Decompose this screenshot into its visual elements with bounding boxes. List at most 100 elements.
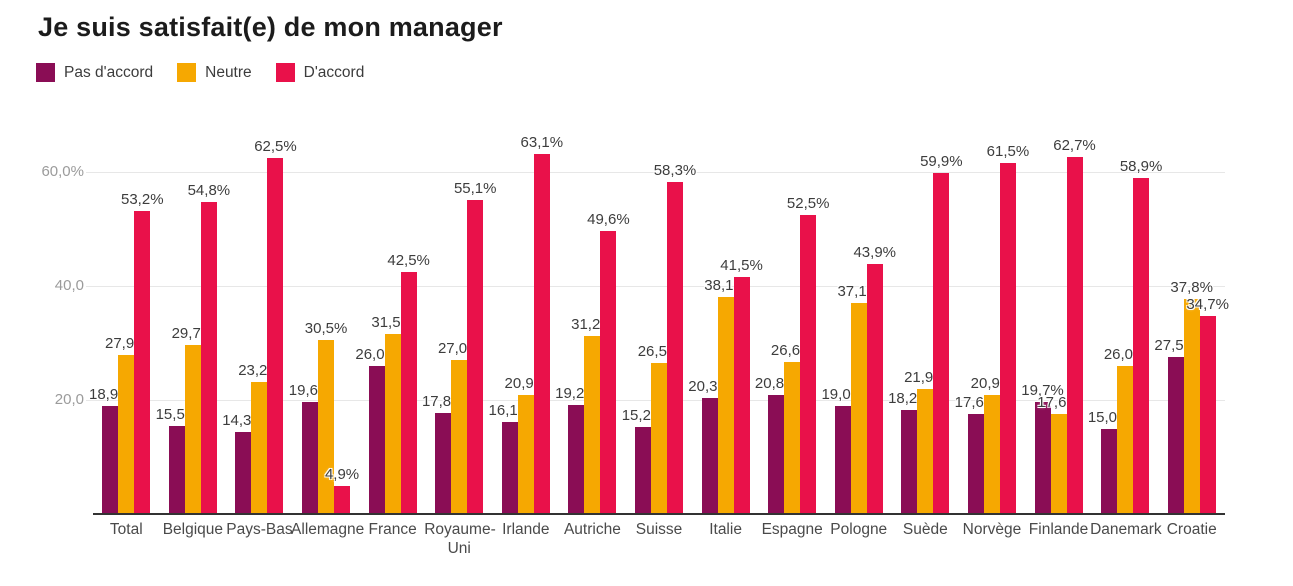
bar-neutre[interactable] bbox=[917, 389, 934, 514]
bar-d-accord[interactable] bbox=[1066, 156, 1083, 514]
legend-swatch-icon bbox=[275, 63, 295, 82]
bar-neutre[interactable] bbox=[584, 336, 601, 514]
bar-pas-d-accord[interactable] bbox=[102, 406, 119, 514]
x-axis-category-label: Pologne bbox=[830, 521, 888, 538]
x-axis-category-label: Belgique bbox=[162, 521, 224, 538]
bar-value-label: 53,2% bbox=[121, 190, 164, 208]
bar-d-accord[interactable] bbox=[267, 157, 284, 514]
legend-label: D'accord bbox=[303, 63, 365, 81]
y-axis-tick-label: 20,0 bbox=[54, 391, 84, 408]
x-axis-category-label: Espagne bbox=[761, 521, 823, 538]
bar-value-label: 62,7% bbox=[1053, 136, 1096, 154]
bar-value-label: 58,3% bbox=[653, 161, 697, 179]
bar-pas-d-accord[interactable] bbox=[1034, 401, 1051, 514]
x-axis-category-label: Allemagne bbox=[291, 521, 365, 538]
bar-neutre[interactable] bbox=[1117, 365, 1134, 514]
bar-value-label: 43,9% bbox=[853, 243, 897, 261]
x-axis-category-label: Croatie bbox=[1166, 521, 1217, 538]
bar-value-label: 63,1% bbox=[520, 134, 564, 152]
legend-swatch-icon bbox=[177, 63, 197, 82]
bar-d-accord[interactable] bbox=[733, 277, 750, 514]
bar-d-accord[interactable] bbox=[933, 172, 950, 514]
bar-d-accord[interactable] bbox=[400, 271, 417, 514]
bar-d-accord[interactable] bbox=[1199, 316, 1216, 514]
bar-pas-d-accord[interactable] bbox=[901, 410, 918, 514]
bar-pas-d-accord[interactable] bbox=[235, 432, 252, 514]
bar-value-label: 55,1% bbox=[453, 179, 497, 197]
bar-d-accord[interactable] bbox=[600, 231, 617, 514]
x-axis-category-label: Autriche bbox=[563, 521, 621, 538]
bar-neutre[interactable] bbox=[983, 394, 1000, 514]
bar-neutre[interactable] bbox=[850, 302, 867, 514]
bar-neutre[interactable] bbox=[118, 354, 135, 514]
bar-d-accord[interactable] bbox=[334, 486, 351, 514]
bar-value-label: 41,5% bbox=[720, 257, 763, 275]
bar-value-label: 37,8% bbox=[1170, 278, 1213, 296]
legend-item-0: Pas d'accord bbox=[36, 63, 153, 82]
bar-value-label: 30,5% bbox=[304, 320, 348, 338]
bar-neutre[interactable] bbox=[651, 362, 667, 514]
bar-value-label: 19,7% bbox=[1021, 381, 1064, 399]
legend-swatch-icon bbox=[36, 63, 55, 82]
x-axis-category-label: Finlande bbox=[1028, 521, 1089, 538]
bar-d-accord[interactable] bbox=[134, 210, 151, 514]
bar-d-accord[interactable] bbox=[866, 263, 883, 514]
bar-value-label: 61,5% bbox=[986, 143, 1030, 161]
bar-d-accord[interactable] bbox=[200, 201, 217, 514]
x-axis-category-label: Italie bbox=[709, 521, 742, 538]
bar-d-accord[interactable] bbox=[800, 214, 817, 514]
bar-neutre[interactable] bbox=[251, 381, 268, 514]
bar-pas-d-accord[interactable] bbox=[435, 412, 452, 514]
bar-pas-d-accord[interactable] bbox=[501, 422, 518, 514]
bar-d-accord[interactable] bbox=[1133, 178, 1150, 514]
bar-value-label: 4,9% bbox=[324, 466, 360, 484]
bar-value-label: 54,8% bbox=[187, 181, 231, 199]
bar-neutre[interactable] bbox=[717, 296, 734, 514]
bar-d-accord[interactable] bbox=[467, 199, 484, 514]
chart-title: Je suis satisfait(e) de mon manager bbox=[38, 12, 503, 42]
bar-pas-d-accord[interactable] bbox=[834, 405, 851, 514]
x-axis-category-label: Suisse bbox=[635, 521, 683, 538]
x-axis-category-label: Danemark bbox=[1090, 521, 1162, 538]
bar-d-accord[interactable] bbox=[999, 163, 1016, 514]
x-axis-category-label: France bbox=[368, 521, 417, 538]
bar-value-label: 62,5% bbox=[254, 137, 297, 155]
bar-pas-d-accord[interactable] bbox=[302, 402, 319, 514]
bar-pas-d-accord[interactable] bbox=[635, 427, 651, 514]
bar-value-label: 34,7% bbox=[1186, 296, 1229, 314]
bar-pas-d-accord[interactable] bbox=[1101, 428, 1118, 514]
bar-neutre[interactable] bbox=[184, 344, 201, 514]
bar-pas-d-accord[interactable] bbox=[967, 413, 984, 514]
bar-neutre[interactable] bbox=[1050, 413, 1067, 514]
gridline-60 bbox=[86, 172, 1225, 173]
bar-neutre[interactable] bbox=[784, 362, 801, 514]
legend-item-2: D'accord bbox=[275, 63, 365, 82]
bar-neutre[interactable] bbox=[384, 334, 401, 514]
bar-d-accord[interactable] bbox=[667, 181, 683, 514]
bar-neutre[interactable] bbox=[451, 360, 468, 514]
bar-pas-d-accord[interactable] bbox=[568, 404, 585, 514]
y-axis-tick-label: 60,0% bbox=[41, 163, 84, 180]
bar-value-label: 58,9% bbox=[1119, 158, 1163, 176]
bar-neutre[interactable] bbox=[1183, 298, 1200, 514]
y-axis-tick-label: 40,0 bbox=[54, 277, 84, 294]
bar-neutre[interactable] bbox=[517, 394, 534, 514]
bar-pas-d-accord[interactable] bbox=[168, 425, 185, 514]
bar-neutre[interactable] bbox=[318, 340, 335, 514]
x-axis-category-label: Total bbox=[109, 521, 143, 538]
bar-value-label: 59,9% bbox=[920, 152, 963, 170]
legend: Pas d'accord Neutre D'accord bbox=[36, 63, 364, 82]
bar-d-accord[interactable] bbox=[533, 154, 550, 514]
bar-pas-d-accord[interactable] bbox=[701, 398, 718, 514]
bar-pas-d-accord[interactable] bbox=[368, 365, 385, 514]
x-axis-line bbox=[93, 513, 1225, 515]
legend-label: Neutre bbox=[205, 63, 252, 81]
bar-pas-d-accord[interactable] bbox=[1167, 357, 1184, 514]
x-axis-category-label: Pays-Bas bbox=[226, 521, 293, 538]
legend-label: Pas d'accord bbox=[64, 63, 154, 81]
bar-value-label: 52,5% bbox=[786, 194, 830, 212]
bar-pas-d-accord[interactable] bbox=[768, 395, 785, 514]
x-axis-category-label: Royaume-Uni bbox=[424, 521, 496, 557]
